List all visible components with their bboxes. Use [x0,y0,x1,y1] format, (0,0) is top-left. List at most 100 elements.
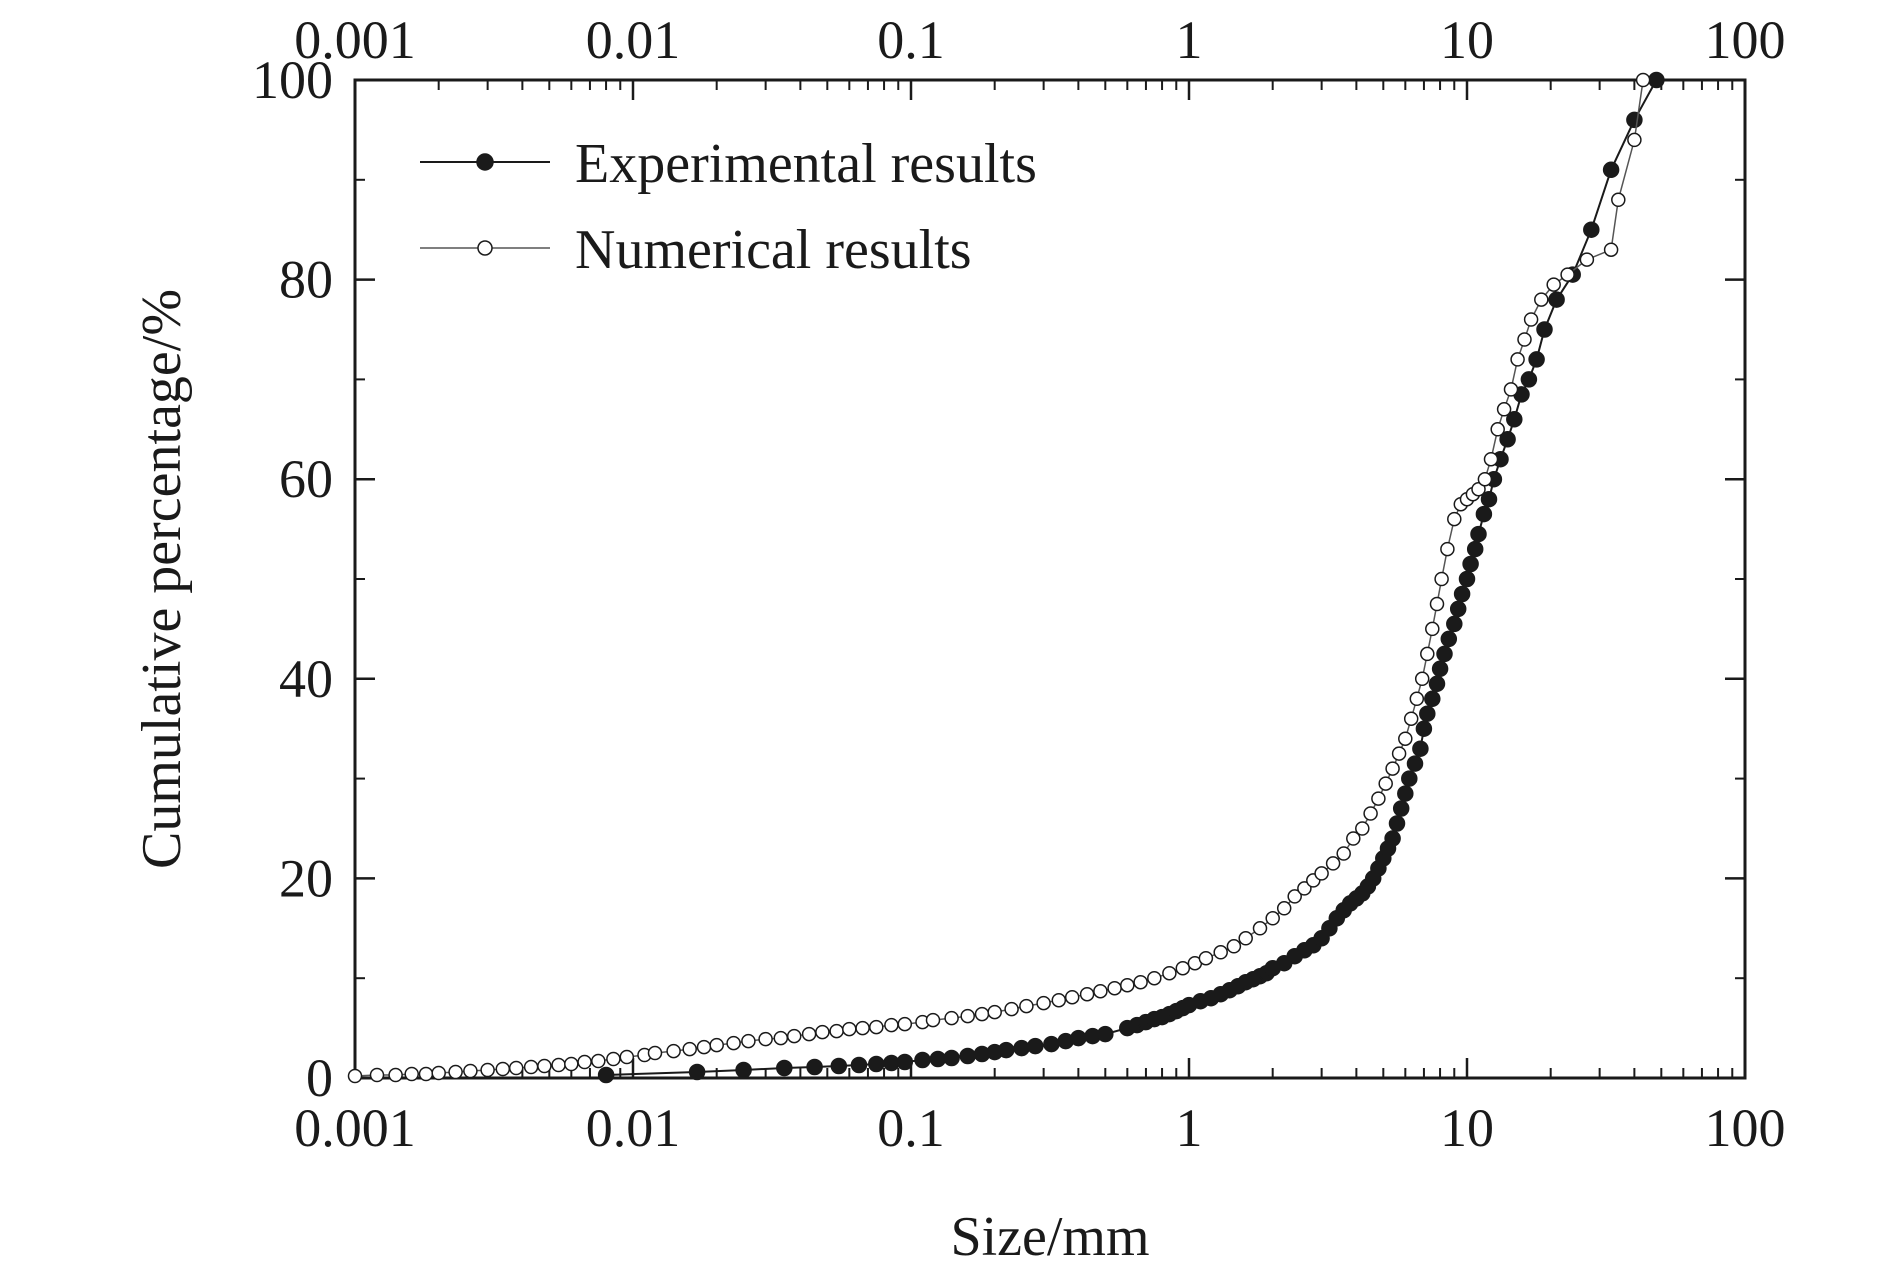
x-tick-label: 100 [1705,1098,1786,1158]
numerical-point [696,1039,712,1055]
experimental-point [1392,800,1410,817]
legend-label-experimental: Experimental results [575,133,1037,195]
numerical-point [1036,995,1051,1011]
numerical-point [1429,596,1445,612]
numerical-point [925,1012,941,1028]
numerical-point [1064,989,1080,1005]
numerical-point [388,1067,403,1083]
experimental-point [1626,111,1643,129]
numerical-point [1336,846,1351,861]
legend-label-numerical: Numerical results [575,219,972,281]
y-axis-title: Cumulative percentage/% [131,289,193,869]
numerical-point [480,1062,495,1078]
experimental-point [868,1055,885,1073]
numerical-point [347,1068,363,1084]
numerical-point [1004,1001,1019,1017]
experimental-point [959,1047,976,1065]
numerical-point [666,1043,681,1059]
numerical-point [1175,960,1191,976]
numerical-point [1611,192,1626,208]
x-tick-label: 10 [1440,1098,1494,1158]
experimental-point [1462,555,1479,573]
numerical-point [1503,382,1519,397]
y-tick-label: 100 [252,50,333,110]
experimental-point [688,1063,706,1081]
numerical-point [1471,481,1486,497]
numerical-point [1213,945,1228,960]
numerical-point [1198,950,1214,966]
numerical-point [1297,881,1312,896]
experimental-point [1506,411,1523,428]
numerical-point [1414,671,1430,687]
numerical-point [842,1021,857,1037]
experimental-point [1097,1025,1114,1043]
experimental-point [896,1053,914,1071]
legend-marker-numerical [477,240,493,256]
numerical-point [1051,992,1067,1008]
experimental-point [1070,1029,1087,1047]
numerical-point [1162,965,1177,981]
numerical-point [495,1061,511,1077]
series-numerical [347,72,1651,1084]
experimental-point [1458,570,1476,588]
experimental-point [1388,815,1406,832]
numerical-point [1133,974,1148,990]
experimental-point [1419,705,1436,722]
y-tick-label: 80 [279,250,333,310]
numerical-point [1534,292,1549,307]
numerical-point [1079,986,1095,1002]
numerical-point [682,1041,697,1057]
numerical-point [1346,831,1361,846]
numerical-point [1378,776,1393,791]
numerical-point [404,1066,419,1082]
numerical-point [1019,998,1034,1014]
experimental-point [997,1041,1015,1059]
experimental-point [1536,321,1553,338]
numerical-point [1276,901,1292,916]
numerical-point [1409,691,1425,707]
numerical-point [1627,132,1642,148]
y-tick-label: 40 [279,649,333,709]
numerical-point [1523,312,1539,327]
numerical-point [1403,711,1419,726]
experimental-point [1431,660,1449,678]
numerical-point [551,1057,566,1073]
numerical-point [508,1060,524,1076]
numerical-point [869,1019,884,1035]
experimental-point [1401,770,1418,787]
numerical-point [741,1033,756,1049]
numerical-point [619,1049,635,1065]
experimental-point [1415,720,1433,737]
numerical-point [829,1023,844,1039]
experimental-point [1397,785,1414,802]
x-tick-label-top: 100 [1705,10,1786,70]
y-tick-label: 0 [306,1048,333,1108]
experimental-point [1528,351,1545,368]
experimental-point [830,1057,848,1075]
experimental-point [776,1059,793,1077]
numerical-point [855,1020,870,1036]
numerical-point [1420,646,1435,662]
x-axis-title: Size/mm [950,1206,1149,1262]
numerical-point [1517,332,1532,347]
numerical-point [1579,252,1595,267]
numerical-point [1477,471,1493,487]
experimental-point [1470,525,1487,543]
numerical-point [537,1058,552,1074]
numerical-point [1371,791,1386,806]
legend-marker-experimental [476,153,494,171]
experimental-point [1520,371,1538,388]
series-experimental [597,71,1665,1084]
numerical-point [1107,980,1122,996]
experimental-point [597,1066,615,1084]
numerical-point [1560,267,1575,282]
numerical-point [1238,931,1253,946]
experimental-point [1648,71,1665,89]
tick-labels: 0.001 0.001 0.01 0.01 0.1 0.1 1 1 10 10 100 100 0 20 4… [252,10,1786,1158]
experimental-point [735,1061,752,1079]
experimental-point [1602,161,1620,179]
experimental-point [929,1050,947,1068]
experimental-point [1453,585,1471,603]
numerical-point [897,1016,913,1032]
numerical-point [1120,977,1135,993]
